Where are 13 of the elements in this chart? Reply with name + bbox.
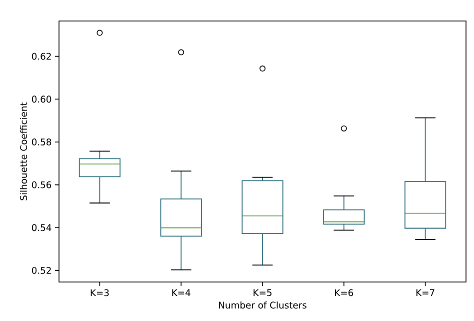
y-tick-label: 0.52 xyxy=(32,266,51,274)
x-axis-title: Number of Clusters xyxy=(219,301,306,309)
y-tick-label: 0.56 xyxy=(32,181,52,188)
y-tick-label: 0.62 xyxy=(32,52,51,60)
x-tick-label: K=6 xyxy=(335,289,354,296)
y-tick-label: 0.58 xyxy=(32,138,52,146)
x-tick-label: K=7 xyxy=(416,289,434,296)
y-axis-title: Silhouette Coefficient xyxy=(20,102,28,200)
y-tick-label: 0.54 xyxy=(32,224,52,232)
x-tick-label: K=3 xyxy=(90,289,109,296)
x-tick-label: K=4 xyxy=(172,289,190,296)
y-tick-label: 0.60 xyxy=(32,96,52,103)
x-tick-label: K=5 xyxy=(254,289,272,296)
